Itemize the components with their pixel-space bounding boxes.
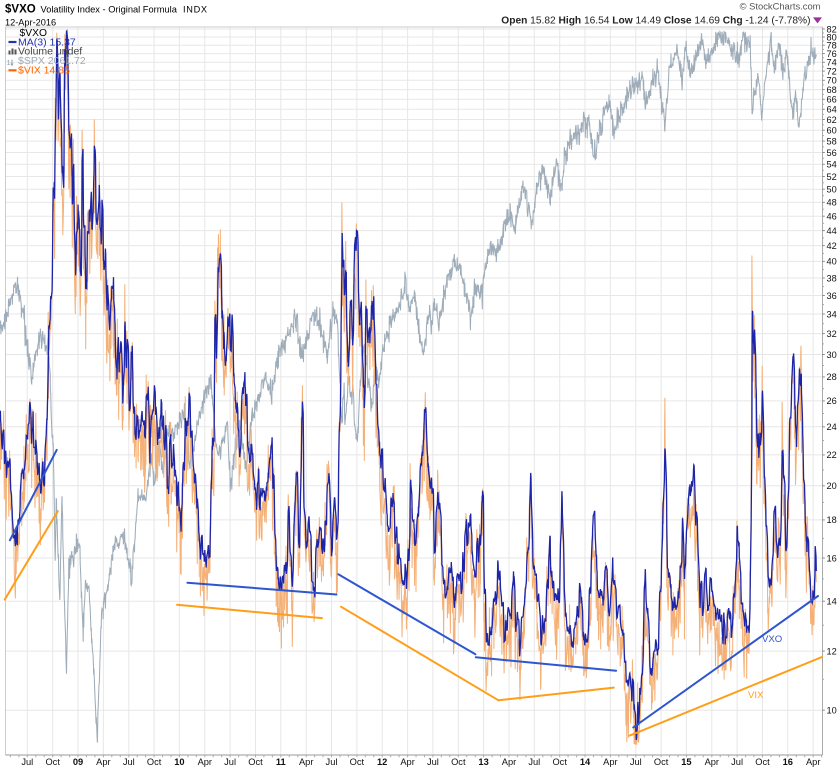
svg-text:1: 1 bbox=[7, 58, 11, 67]
svg-text:16: 16 bbox=[783, 757, 793, 767]
svg-text:58: 58 bbox=[827, 136, 837, 146]
svg-text:Oct: Oct bbox=[147, 757, 162, 767]
svg-text:Jul: Jul bbox=[528, 757, 540, 767]
svg-text:Jul: Jul bbox=[21, 757, 33, 767]
svg-text:Oct: Oct bbox=[350, 757, 365, 767]
svg-text:Volatility Index - Original Fo: Volatility Index - Original Formula bbox=[41, 4, 178, 14]
svg-text:74: 74 bbox=[827, 58, 837, 68]
svg-text:32: 32 bbox=[827, 329, 837, 339]
svg-text:$VXO: $VXO bbox=[20, 28, 47, 39]
svg-text:26: 26 bbox=[827, 396, 837, 406]
svg-text:12: 12 bbox=[377, 757, 387, 767]
svg-text:28: 28 bbox=[827, 372, 837, 382]
svg-text:© StockCharts.com: © StockCharts.com bbox=[740, 0, 821, 11]
svg-text:INDX: INDX bbox=[183, 4, 208, 14]
svg-text:Apr: Apr bbox=[400, 757, 414, 767]
svg-text:62: 62 bbox=[827, 115, 837, 125]
svg-text:Apr: Apr bbox=[299, 757, 313, 767]
svg-text:Oct: Oct bbox=[451, 757, 466, 767]
svg-text:15: 15 bbox=[681, 757, 691, 767]
svg-text:76: 76 bbox=[827, 49, 837, 59]
svg-text:$VXO: $VXO bbox=[5, 4, 36, 16]
svg-text:$SPX 2061.72: $SPX 2061.72 bbox=[18, 55, 86, 67]
svg-text:Jul: Jul bbox=[731, 757, 743, 767]
svg-text:70: 70 bbox=[827, 76, 837, 86]
svg-text:42: 42 bbox=[827, 241, 837, 251]
svg-text:82: 82 bbox=[827, 24, 837, 34]
svg-text:46: 46 bbox=[827, 212, 837, 222]
svg-text:30: 30 bbox=[827, 350, 837, 360]
svg-text:20: 20 bbox=[827, 481, 837, 491]
svg-text:Jul: Jul bbox=[427, 757, 439, 767]
svg-text:Jul: Jul bbox=[326, 757, 338, 767]
svg-text:68: 68 bbox=[827, 85, 837, 95]
svg-text:Oct: Oct bbox=[552, 757, 567, 767]
svg-text:Oct: Oct bbox=[45, 757, 60, 767]
svg-text:11: 11 bbox=[276, 757, 286, 767]
svg-text:56: 56 bbox=[827, 148, 837, 158]
svg-text:12: 12 bbox=[827, 646, 837, 656]
svg-text:48: 48 bbox=[827, 198, 837, 208]
svg-text:22: 22 bbox=[827, 450, 837, 460]
svg-text:38: 38 bbox=[827, 273, 837, 283]
svg-text:12-Apr-2016: 12-Apr-2016 bbox=[5, 17, 56, 27]
svg-text:Oct: Oct bbox=[248, 757, 263, 767]
svg-text:Jul: Jul bbox=[630, 757, 642, 767]
svg-text:64: 64 bbox=[827, 105, 837, 115]
svg-text:66: 66 bbox=[827, 95, 837, 105]
svg-text:Apr: Apr bbox=[705, 757, 719, 767]
svg-text:14: 14 bbox=[580, 757, 591, 767]
svg-text:24: 24 bbox=[827, 422, 837, 432]
svg-text:78: 78 bbox=[827, 41, 837, 51]
svg-text:36: 36 bbox=[827, 291, 837, 301]
svg-text:Oct: Oct bbox=[654, 757, 669, 767]
svg-text:Jul: Jul bbox=[123, 757, 135, 767]
svg-text:Apr: Apr bbox=[502, 757, 516, 767]
svg-text:72: 72 bbox=[827, 66, 837, 76]
svg-text:Apr: Apr bbox=[198, 757, 212, 767]
svg-text:13: 13 bbox=[478, 757, 488, 767]
svg-text:40: 40 bbox=[827, 257, 837, 267]
svg-text:$VIX 14.85: $VIX 14.85 bbox=[18, 65, 70, 77]
svg-text:16: 16 bbox=[827, 553, 837, 563]
svg-text:Open 15.82 High 16.54 Low 14.4: Open 15.82 High 16.54 Low 14.49 Close 14… bbox=[501, 15, 810, 26]
svg-text:10: 10 bbox=[174, 757, 184, 767]
svg-text:60: 60 bbox=[827, 126, 837, 136]
svg-text:Oct: Oct bbox=[755, 757, 770, 767]
svg-text:Volume undef: Volume undef bbox=[18, 46, 82, 58]
svg-text:Apr: Apr bbox=[96, 757, 110, 767]
svg-text:14: 14 bbox=[827, 597, 837, 607]
svg-text:VXO: VXO bbox=[762, 634, 782, 645]
svg-text:50: 50 bbox=[827, 185, 837, 195]
svg-text:80: 80 bbox=[827, 32, 837, 42]
svg-text:18: 18 bbox=[827, 515, 837, 525]
svg-text:Jul: Jul bbox=[224, 757, 236, 767]
svg-text:VIX: VIX bbox=[748, 690, 764, 701]
svg-text:10: 10 bbox=[827, 706, 837, 716]
svg-text:MA(3) 15.37: MA(3) 15.37 bbox=[18, 36, 76, 48]
svg-text:09: 09 bbox=[73, 757, 83, 767]
svg-text:54: 54 bbox=[827, 160, 837, 170]
svg-text:34: 34 bbox=[827, 309, 837, 319]
svg-text:52: 52 bbox=[827, 172, 837, 182]
svg-text:Apr: Apr bbox=[603, 757, 617, 767]
svg-text:Apr: Apr bbox=[806, 757, 820, 767]
svg-text:44: 44 bbox=[827, 226, 837, 236]
